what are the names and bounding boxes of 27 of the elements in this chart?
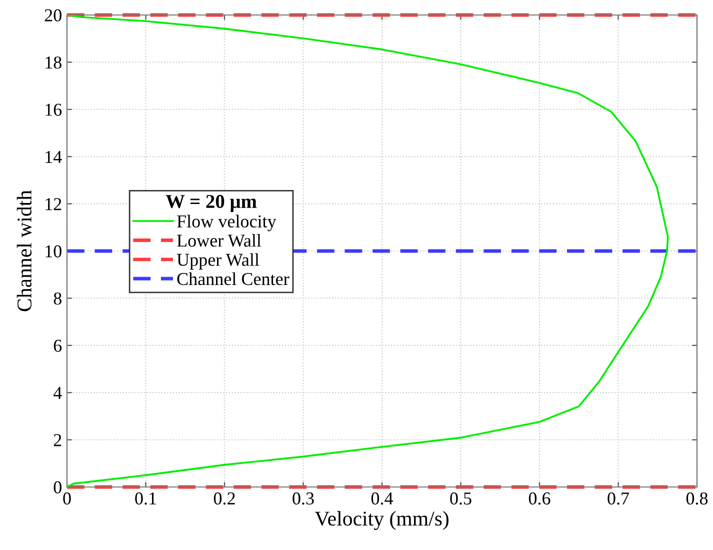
y-tick-label: 20 [44,9,62,22]
x-tick-label: 0.7 [608,492,630,505]
y-tick-label: 4 [53,386,62,399]
y-tick-label: 18 [46,56,62,69]
y-tick-label: 2 [54,434,62,446]
y-tick-label: 14 [46,150,62,163]
legend-label: Upper Wall [176,253,260,270]
y-tick-label: 0 [54,481,62,494]
y-tick-label: 12 [46,198,62,210]
y-tick-label: 8 [54,292,62,305]
legend-label: Flow velocity [177,214,276,232]
x-axis-title: Velocity (mm/s) [314,511,448,530]
legend-label: Lower Wall [177,234,262,247]
y-tick-label: 6 [54,340,62,352]
x-tick-label: 0.6 [528,492,550,505]
x-tick-label: 0.4 [371,492,394,505]
legend-label: Channel Center [177,272,290,286]
x-tick-label: 0 [63,492,71,505]
x-tick-label: 0.2 [214,492,235,505]
y-axis-title: Channel width [16,190,32,312]
y-tick-label: 16 [46,104,62,116]
x-tick-label: 0.8 [686,492,708,505]
x-tick-label: 0.5 [450,492,472,505]
legend-title: W = 20 μm [166,194,257,212]
y-tick-label: 10 [46,245,62,258]
x-tick-label: 0.1 [135,492,156,505]
x-tick-label: 0.3 [292,492,314,505]
